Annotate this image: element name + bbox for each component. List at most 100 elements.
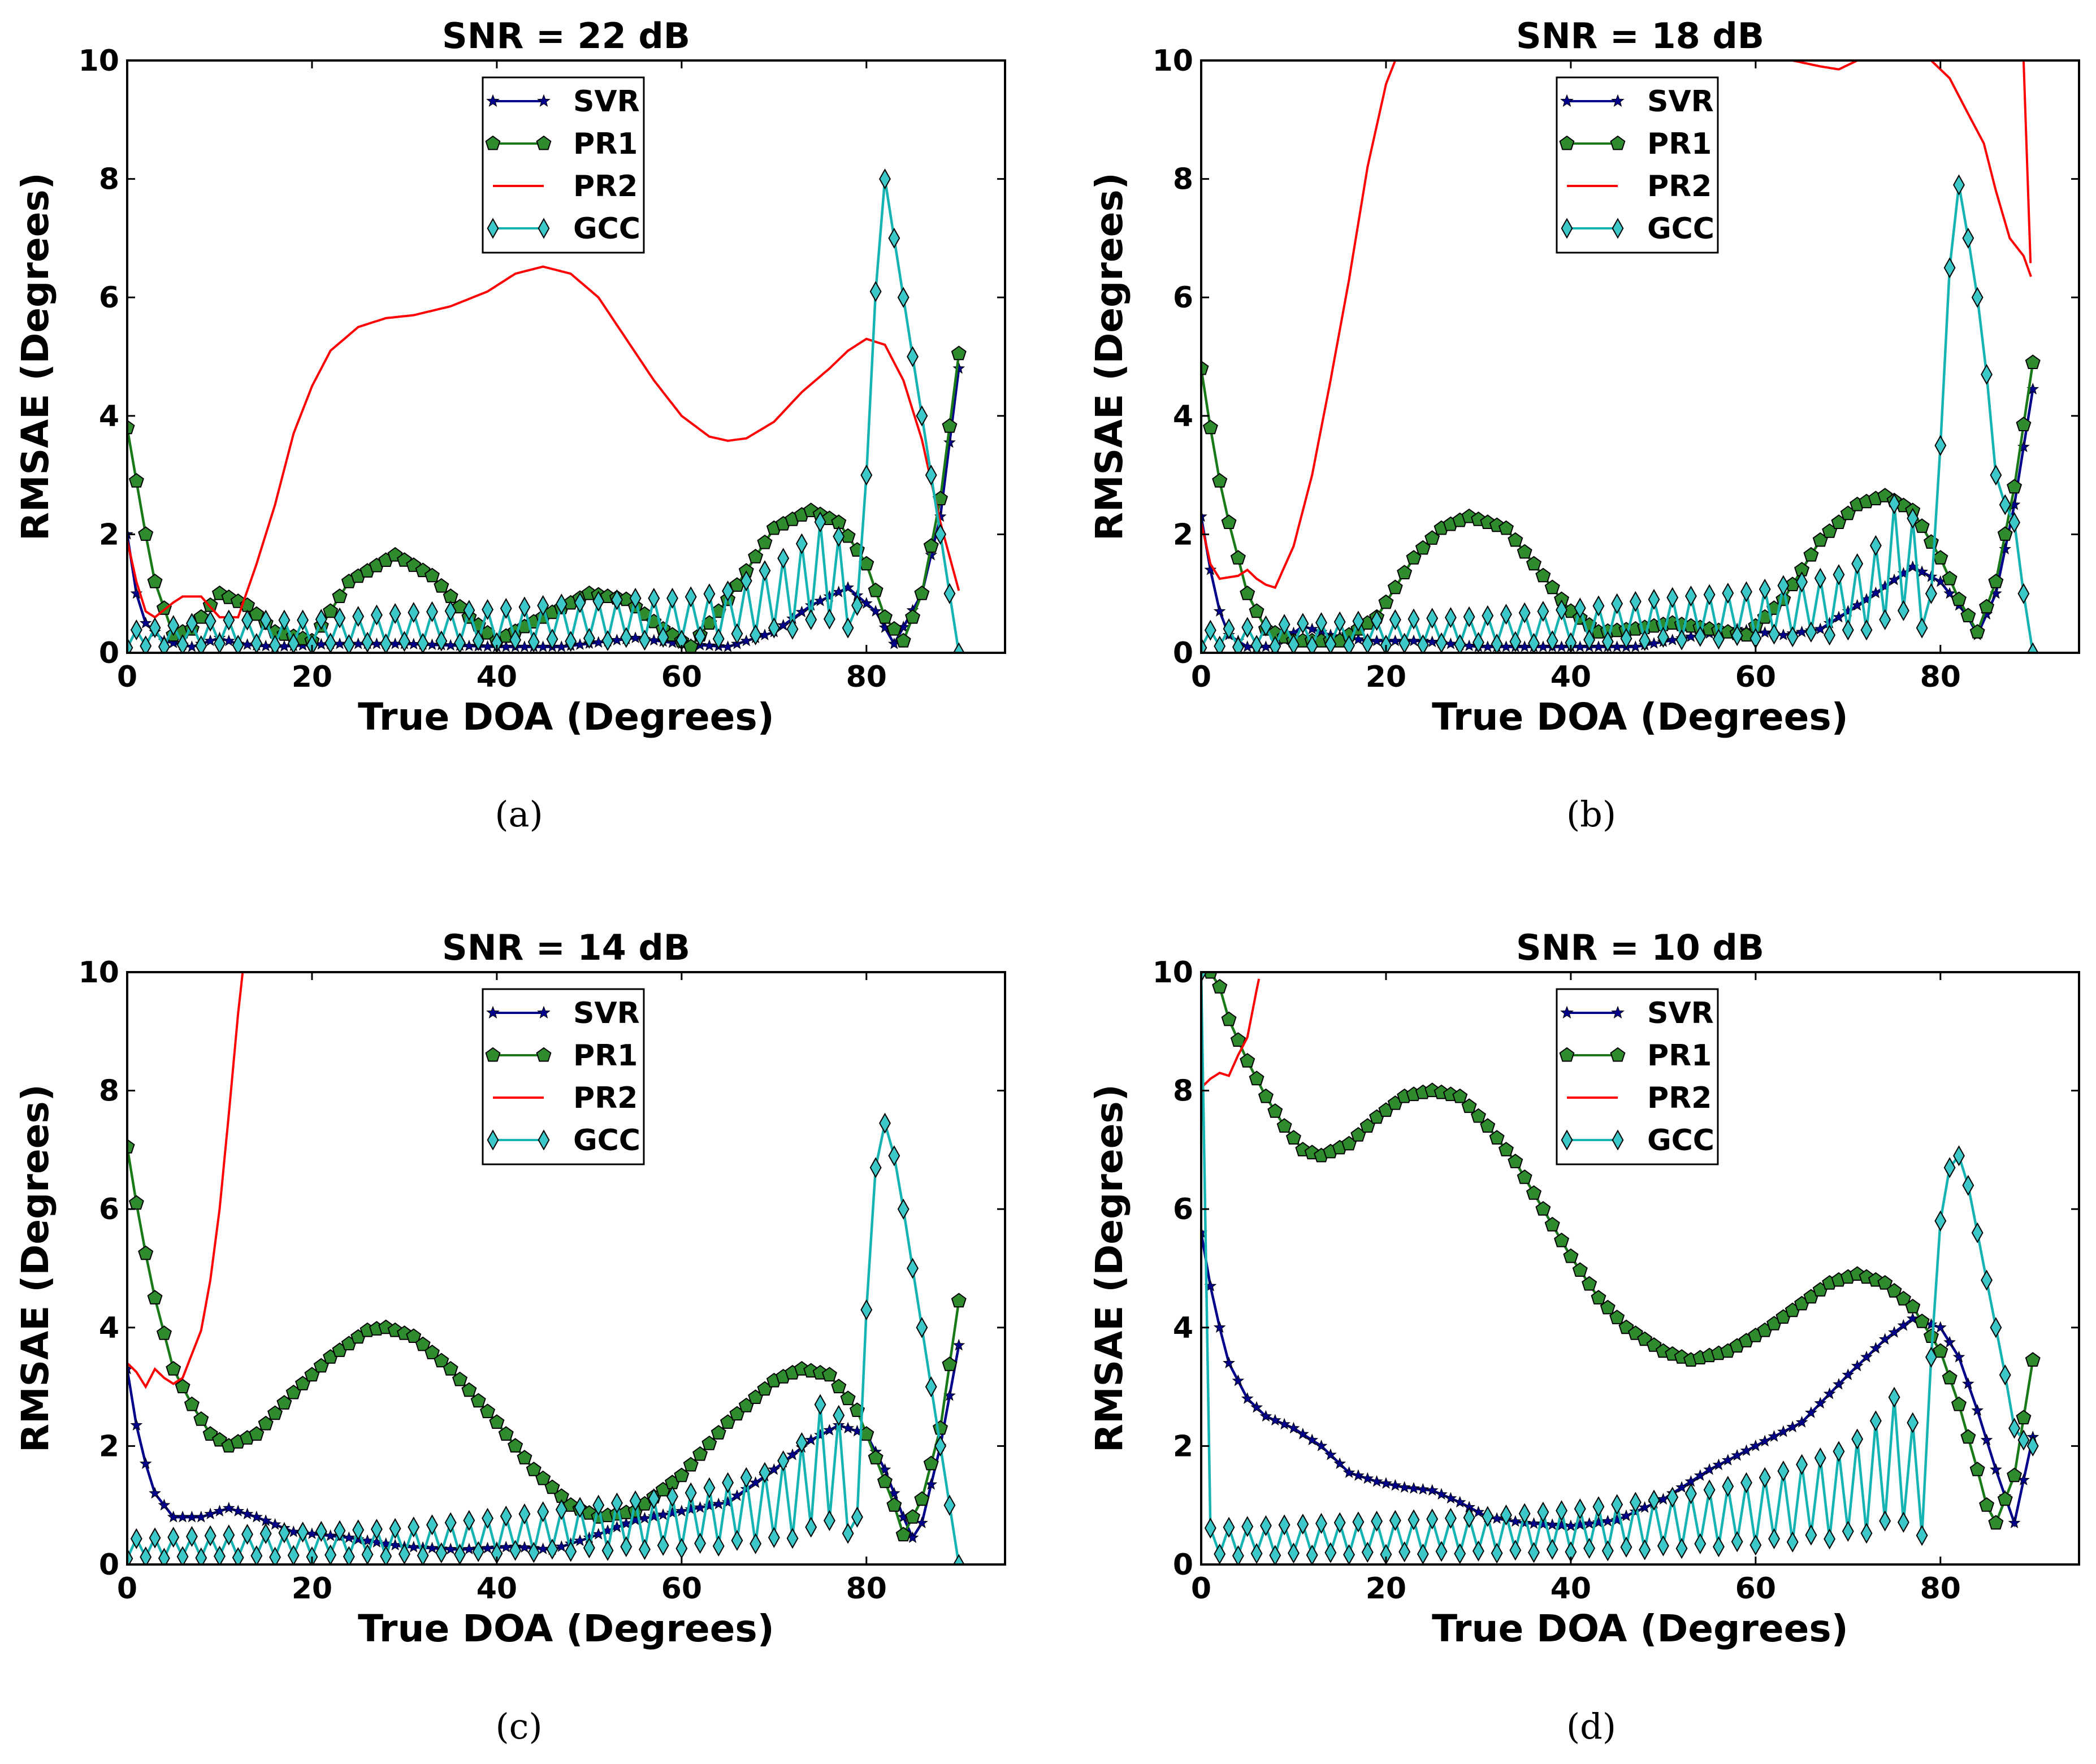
series-gcc-point xyxy=(158,636,170,653)
series-gcc-point xyxy=(140,1546,152,1564)
series-gcc-point xyxy=(500,1505,512,1527)
series-pr1-point xyxy=(2016,1410,2032,1425)
legend-label-gcc: GCC xyxy=(573,1124,640,1158)
series-svr-point xyxy=(675,1505,688,1516)
series-gcc-point xyxy=(1675,629,1688,651)
series-gcc-point xyxy=(444,1512,457,1533)
legend-marker-pr1 xyxy=(485,135,501,150)
series-gcc-point xyxy=(1999,1364,2011,1386)
y-tick-label: 0 xyxy=(99,1548,119,1582)
series-gcc-point xyxy=(1201,972,1207,983)
series-gcc-point xyxy=(1537,1501,1549,1523)
series-gcc-point xyxy=(860,1299,873,1320)
series-gcc-point xyxy=(1851,1428,1864,1450)
series-svr-point xyxy=(1684,630,1697,642)
caption-a: (a) xyxy=(495,794,543,835)
series-gcc-point xyxy=(1288,1542,1300,1564)
series-pr1-point xyxy=(489,1414,505,1429)
series-pr1-point xyxy=(249,606,265,621)
series-svr-point xyxy=(1201,510,1207,522)
series-svr-point xyxy=(1546,1518,1559,1531)
series-gcc-point xyxy=(814,511,826,532)
series-svr-point xyxy=(204,634,216,647)
y-tick-label: 8 xyxy=(99,1074,119,1108)
series-gcc-point xyxy=(380,1545,392,1564)
series-gcc-point xyxy=(814,1394,826,1415)
legend-marker-gcc xyxy=(487,1129,499,1151)
series-svr-point xyxy=(1814,1397,1827,1409)
series-svr-point xyxy=(1731,1449,1744,1461)
series-pr1-point xyxy=(138,526,154,541)
series-pr1-point xyxy=(895,632,911,648)
series-gcc-point xyxy=(777,1450,790,1472)
series-svr-point xyxy=(1417,1483,1430,1495)
series-gcc-point xyxy=(1796,1454,1808,1475)
y-axis-label: RMSAE (Degrees) xyxy=(14,172,57,541)
series-svr-point xyxy=(1343,1466,1356,1478)
series-svr-point xyxy=(1638,1501,1651,1513)
legend-marker-gcc xyxy=(487,218,499,239)
series-gcc-point xyxy=(786,1528,799,1549)
series-gcc-point xyxy=(380,633,392,653)
x-axis-label: True DOA (Degrees) xyxy=(358,1607,774,1650)
series-gcc-point xyxy=(343,1546,355,1564)
series-pr1-point xyxy=(821,1367,837,1382)
series-svr-point xyxy=(1777,1425,1790,1437)
series-gcc-point xyxy=(232,635,244,653)
series-svr-point xyxy=(786,1448,799,1460)
series-pr1-point xyxy=(1517,544,1532,559)
series-gcc-point xyxy=(1269,636,1281,653)
series-gcc-point xyxy=(417,1545,429,1564)
series-gcc-point xyxy=(1796,571,1808,593)
series-gcc-point xyxy=(1435,1541,1448,1562)
legend-label-svr: SVR xyxy=(573,996,640,1030)
series-gcc-point xyxy=(1201,637,1207,653)
chart-panel-0: SNR = 22 dB True DOA (Degrees) RMSAE (Degr… xyxy=(14,15,1006,739)
chart-title: SNR = 22 dB xyxy=(442,15,690,57)
series-svr-point xyxy=(703,639,716,651)
series-svr-point xyxy=(194,1510,207,1523)
axes-frame xyxy=(1200,971,2080,1566)
series-pr1-point xyxy=(674,1467,690,1483)
series-svr-point xyxy=(241,1507,254,1520)
series-gcc-point xyxy=(1731,625,1743,647)
series-svr-point xyxy=(1795,1416,1808,1428)
series-gcc-point xyxy=(620,627,633,648)
series-gcc-point xyxy=(472,1541,484,1562)
legend-marker-svr xyxy=(486,94,500,107)
y-tick-label: 0 xyxy=(99,636,119,670)
series-gcc-point xyxy=(435,1542,448,1563)
series-gcc-point xyxy=(1574,1498,1586,1520)
series-gcc-point xyxy=(1463,1507,1475,1528)
series-gcc-point xyxy=(223,1524,235,1546)
series-svr-point xyxy=(1241,1392,1254,1404)
axes-frame xyxy=(1200,59,2080,654)
x-tick-label: 60 xyxy=(661,660,702,694)
series-gcc-point xyxy=(1444,1507,1457,1529)
series-pr1-point xyxy=(1554,1232,1570,1247)
series-pr1-point xyxy=(480,1403,496,1419)
series-svr-point xyxy=(1897,1319,1910,1331)
series-gcc-point xyxy=(297,1522,309,1543)
series-gcc-point xyxy=(1703,584,1716,605)
series-gcc-point xyxy=(888,1145,900,1167)
series-pr2-line xyxy=(127,265,960,619)
series-pr1-point xyxy=(1221,514,1237,529)
y-tick-label: 4 xyxy=(1173,400,1193,434)
series-gcc-point xyxy=(204,1525,216,1546)
series-pr1-point xyxy=(2025,354,2041,369)
series-svr-point xyxy=(1961,1377,1974,1389)
series-svr-point xyxy=(749,1476,762,1488)
series-pr1-point xyxy=(748,548,764,564)
series-gcc-point xyxy=(1592,1496,1605,1518)
x-axis-label: True DOA (Degrees) xyxy=(1432,1607,1848,1650)
series-pr1-point xyxy=(1895,1290,1911,1306)
series-pr1-point xyxy=(877,1473,893,1488)
series-gcc-point xyxy=(1288,634,1300,653)
series-pr1-point xyxy=(1969,1462,1985,1476)
x-tick-label: 20 xyxy=(1366,660,1406,694)
series-gcc-point xyxy=(1851,553,1864,574)
series-gcc-point xyxy=(860,465,873,486)
legend-marker-pr1 xyxy=(1610,1047,1626,1062)
legend-marker-svr xyxy=(486,1005,500,1019)
